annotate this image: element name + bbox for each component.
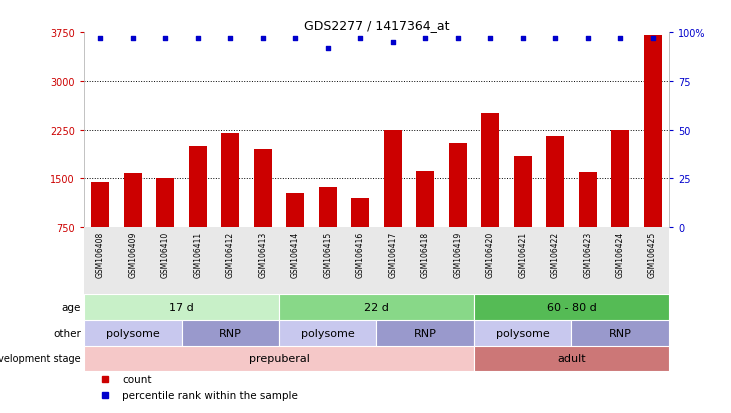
Text: GSM106414: GSM106414 xyxy=(291,231,300,277)
Text: GSM106410: GSM106410 xyxy=(161,231,170,277)
Point xyxy=(94,36,106,42)
Bar xyxy=(254,150,272,276)
Text: RNP: RNP xyxy=(609,328,632,338)
Point xyxy=(647,36,659,42)
Bar xyxy=(84,294,279,320)
Text: polysome: polysome xyxy=(496,328,550,338)
Point xyxy=(257,36,268,42)
Bar xyxy=(91,182,109,276)
Point xyxy=(289,36,301,42)
Bar xyxy=(579,173,596,276)
Bar xyxy=(221,134,239,276)
Text: polysome: polysome xyxy=(301,328,355,338)
Bar xyxy=(124,174,142,276)
Point xyxy=(224,36,236,42)
Bar xyxy=(319,188,337,276)
Bar xyxy=(352,199,369,276)
Bar xyxy=(474,346,669,371)
Text: other: other xyxy=(53,328,81,338)
Text: development stage: development stage xyxy=(0,354,81,363)
Text: RNP: RNP xyxy=(414,328,436,338)
Text: GSM106422: GSM106422 xyxy=(550,231,560,277)
Point xyxy=(127,36,139,42)
Text: prepuberal: prepuberal xyxy=(249,354,309,363)
Text: GSM106411: GSM106411 xyxy=(193,231,202,277)
Text: 60 - 80 d: 60 - 80 d xyxy=(547,302,596,312)
Text: GSM106413: GSM106413 xyxy=(258,231,268,277)
Bar xyxy=(84,346,474,371)
Point xyxy=(582,36,594,42)
Text: 17 d: 17 d xyxy=(169,302,194,312)
Bar xyxy=(416,171,434,276)
Point xyxy=(192,36,204,42)
Text: GSM106421: GSM106421 xyxy=(518,231,527,277)
Bar xyxy=(449,143,466,276)
Bar xyxy=(287,193,304,276)
Bar xyxy=(546,137,564,276)
Bar xyxy=(611,131,629,276)
Text: GSM106417: GSM106417 xyxy=(388,231,397,277)
Bar xyxy=(474,294,669,320)
Text: RNP: RNP xyxy=(219,328,242,338)
Point xyxy=(355,36,366,42)
Text: GSM106423: GSM106423 xyxy=(583,231,592,277)
Text: adult: adult xyxy=(557,354,586,363)
Text: GSM106419: GSM106419 xyxy=(453,231,462,277)
Bar xyxy=(84,320,181,346)
Bar xyxy=(572,320,669,346)
Point xyxy=(159,36,171,42)
Text: GSM106418: GSM106418 xyxy=(421,231,430,277)
Text: count: count xyxy=(122,374,151,384)
Text: age: age xyxy=(61,302,81,312)
Point xyxy=(549,36,561,42)
Bar xyxy=(376,320,474,346)
Point xyxy=(517,36,529,42)
Bar xyxy=(474,320,572,346)
Point xyxy=(485,36,496,42)
Text: GSM106424: GSM106424 xyxy=(616,231,624,277)
Bar xyxy=(181,320,279,346)
Text: GSM106416: GSM106416 xyxy=(356,231,365,277)
Point xyxy=(614,36,626,42)
Bar xyxy=(514,157,531,276)
Text: polysome: polysome xyxy=(106,328,159,338)
Text: GSM106420: GSM106420 xyxy=(485,231,495,277)
Title: GDS2277 / 1417364_at: GDS2277 / 1417364_at xyxy=(303,19,450,32)
Text: GSM106415: GSM106415 xyxy=(323,231,332,277)
Bar xyxy=(279,294,474,320)
Text: GSM106409: GSM106409 xyxy=(129,231,137,277)
Text: percentile rank within the sample: percentile rank within the sample xyxy=(122,390,298,400)
Bar xyxy=(384,131,401,276)
Bar xyxy=(481,114,499,276)
Bar xyxy=(156,178,174,276)
Text: GSM106425: GSM106425 xyxy=(648,231,657,277)
Text: 22 d: 22 d xyxy=(364,302,389,312)
Point xyxy=(322,45,333,52)
Point xyxy=(452,36,463,42)
Point xyxy=(420,36,431,42)
Point xyxy=(387,40,398,46)
Text: GSM106408: GSM106408 xyxy=(96,231,105,277)
Bar xyxy=(189,147,207,276)
Bar xyxy=(279,320,376,346)
Text: GSM106412: GSM106412 xyxy=(226,231,235,277)
Bar xyxy=(644,36,662,276)
